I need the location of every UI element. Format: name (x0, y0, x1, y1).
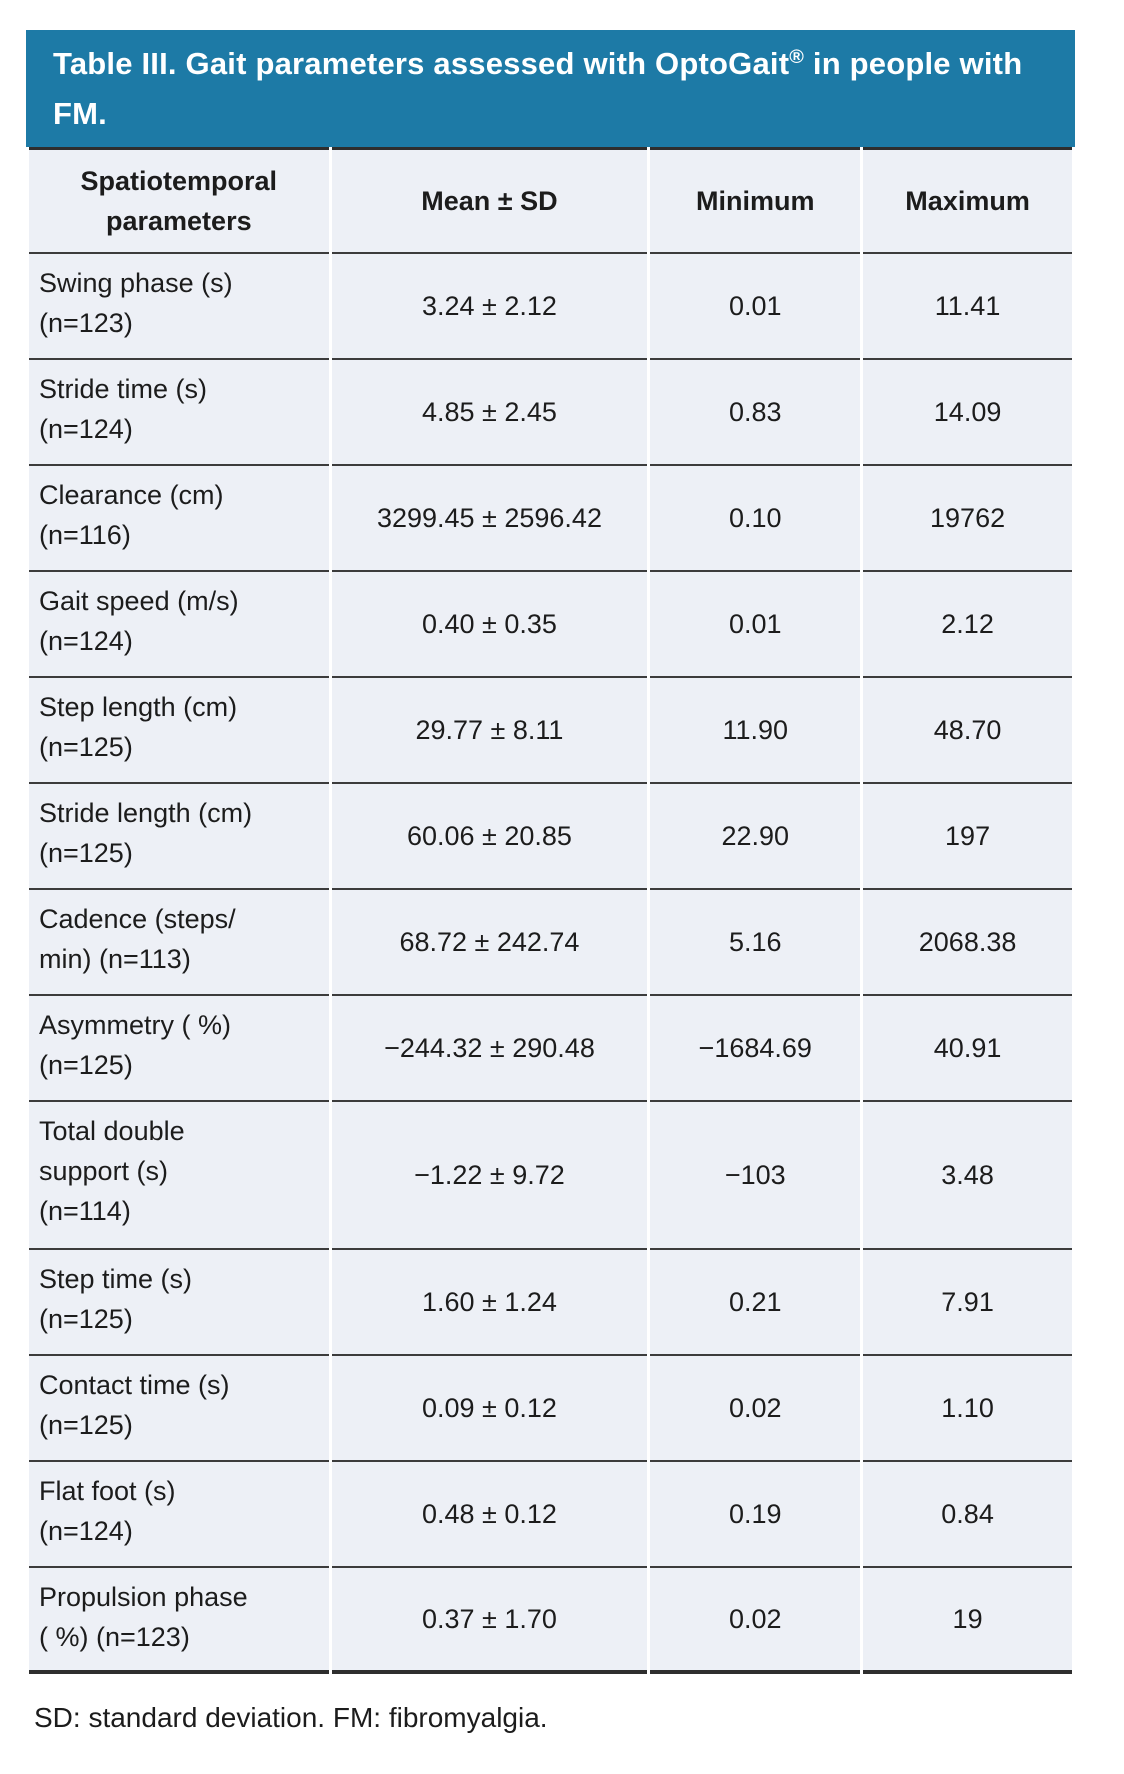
mean-sd-cell: 60.06 ± 20.85 (331, 784, 648, 890)
column-header-minimum: Minimum (650, 147, 861, 254)
maximum-cell: 48.70 (863, 678, 1072, 784)
table-caption-text-end: in people with FM. (53, 46, 1023, 131)
minimum-cell: 22.90 (650, 784, 861, 890)
table-row: Asymmetry ( %) (n=125) −244.32 ± 290.48 … (29, 996, 1072, 1102)
parameter-cell: Step time (s) (n=125) (29, 1250, 329, 1356)
table-row: Cadence (steps/ min) (n=113) 68.72 ± 242… (29, 890, 1072, 996)
mean-sd-cell: 29.77 ± 8.11 (331, 678, 648, 784)
gait-parameters-table: Spatiotemporal parameters Mean ± SD Mini… (26, 147, 1075, 1674)
table-caption: Table III. Gait parameters assessed with… (26, 30, 1075, 147)
mean-sd-cell: 0.48 ± 0.12 (331, 1462, 648, 1568)
parameter-cell: Gait speed (m/s) (n=124) (29, 572, 329, 678)
maximum-cell: 2068.38 (863, 890, 1072, 996)
mean-sd-cell: −244.32 ± 290.48 (331, 996, 648, 1102)
maximum-cell: 3.48 (863, 1102, 1072, 1250)
table-row: Stride length (cm) (n=125) 60.06 ± 20.85… (29, 784, 1072, 890)
column-header-spatiotemporal-parameters: Spatiotemporal parameters (29, 147, 329, 254)
parameter-cell: Swing phase (s) (n=123) (29, 254, 329, 360)
mean-sd-cell: 4.85 ± 2.45 (331, 360, 648, 466)
column-header-maximum: Maximum (863, 147, 1072, 254)
mean-sd-cell: 3299.45 ± 2596.42 (331, 466, 648, 572)
minimum-cell: 0.21 (650, 1250, 861, 1356)
gait-parameters-table-figure: Table III. Gait parameters assessed with… (26, 30, 1075, 1734)
parameter-cell: Clearance (cm) (n=116) (29, 466, 329, 572)
mean-sd-cell: 0.40 ± 0.35 (331, 572, 648, 678)
mean-sd-cell: 0.37 ± 1.70 (331, 1568, 648, 1674)
mean-sd-cell: 1.60 ± 1.24 (331, 1250, 648, 1356)
maximum-cell: 0.84 (863, 1462, 1072, 1568)
mean-sd-cell: 68.72 ± 242.74 (331, 890, 648, 996)
minimum-cell: 0.10 (650, 466, 861, 572)
maximum-cell: 197 (863, 784, 1072, 890)
mean-sd-cell: 3.24 ± 2.12 (331, 254, 648, 360)
table-row: Stride time (s) (n=124) 4.85 ± 2.45 0.83… (29, 360, 1072, 466)
minimum-cell: 0.01 (650, 254, 861, 360)
minimum-cell: 0.19 (650, 1462, 861, 1568)
mean-sd-cell: −1.22 ± 9.72 (331, 1102, 648, 1250)
minimum-cell: 5.16 (650, 890, 861, 996)
minimum-cell: 0.02 (650, 1356, 861, 1462)
minimum-cell: 0.83 (650, 360, 861, 466)
table-row: Clearance (cm) (n=116) 3299.45 ± 2596.42… (29, 466, 1072, 572)
maximum-cell: 19762 (863, 466, 1072, 572)
maximum-cell: 40.91 (863, 996, 1072, 1102)
parameter-cell: Step length (cm) (n=125) (29, 678, 329, 784)
minimum-cell: 11.90 (650, 678, 861, 784)
parameter-cell: Contact time (s) (n=125) (29, 1356, 329, 1462)
maximum-cell: 7.91 (863, 1250, 1072, 1356)
maximum-cell: 1.10 (863, 1356, 1072, 1462)
table-row: Propulsion phase ( %) (n=123) 0.37 ± 1.7… (29, 1568, 1072, 1674)
table-row: Step length (cm) (n=125) 29.77 ± 8.11 11… (29, 678, 1072, 784)
parameter-cell: Propulsion phase ( %) (n=123) (29, 1568, 329, 1674)
mean-sd-cell: 0.09 ± 0.12 (331, 1356, 648, 1462)
table-row: Swing phase (s) (n=123) 3.24 ± 2.12 0.01… (29, 254, 1072, 360)
table-row: Flat foot (s) (n=124) 0.48 ± 0.12 0.19 0… (29, 1462, 1072, 1568)
registered-trademark-symbol: ® (789, 46, 805, 69)
parameter-cell: Cadence (steps/ min) (n=113) (29, 890, 329, 996)
minimum-cell: −1684.69 (650, 996, 861, 1102)
minimum-cell: 0.01 (650, 572, 861, 678)
minimum-cell: 0.02 (650, 1568, 861, 1674)
parameter-cell: Stride length (cm) (n=125) (29, 784, 329, 890)
header-row: Spatiotemporal parameters Mean ± SD Mini… (29, 147, 1072, 254)
maximum-cell: 11.41 (863, 254, 1072, 360)
maximum-cell: 2.12 (863, 572, 1072, 678)
column-header-mean-sd: Mean ± SD (331, 147, 648, 254)
table-row: Contact time (s) (n=125) 0.09 ± 0.12 0.0… (29, 1356, 1072, 1462)
table-row: Step time (s) (n=125) 1.60 ± 1.24 0.21 7… (29, 1250, 1072, 1356)
parameter-cell: Flat foot (s) (n=124) (29, 1462, 329, 1568)
parameter-cell: Stride time (s) (n=124) (29, 360, 329, 466)
table-caption-text: Table III. Gait parameters assessed with… (53, 46, 790, 81)
table-row: Gait speed (m/s) (n=124) 0.40 ± 0.35 0.0… (29, 572, 1072, 678)
minimum-cell: −103 (650, 1102, 861, 1250)
table-row: Total double support (s) (n=114) −1.22 ±… (29, 1102, 1072, 1250)
maximum-cell: 19 (863, 1568, 1072, 1674)
parameter-cell: Asymmetry ( %) (n=125) (29, 996, 329, 1102)
table-footnote: SD: standard deviation. FM: fibromyalgia… (34, 1702, 548, 1733)
maximum-cell: 14.09 (863, 360, 1072, 466)
parameter-cell: Total double support (s) (n=114) (29, 1102, 329, 1250)
